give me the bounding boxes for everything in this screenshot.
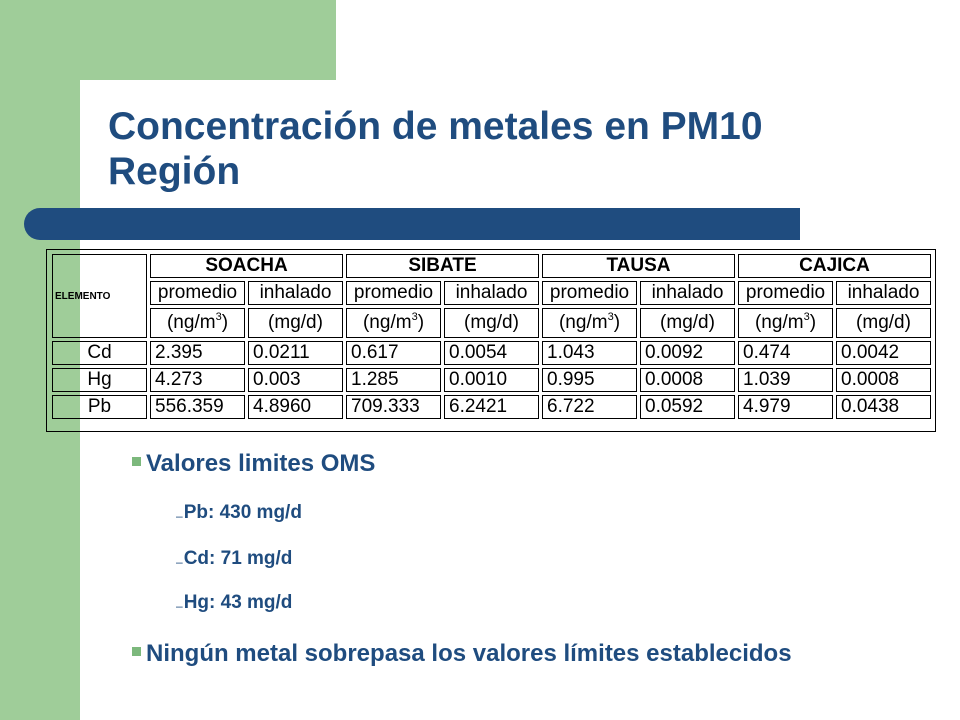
unit-suffix: ) bbox=[222, 312, 228, 333]
value-cell: 0.0010 bbox=[444, 368, 539, 392]
value-cell: 556.359 bbox=[150, 395, 245, 419]
dash-icon: – bbox=[176, 599, 183, 613]
unit-suffix: ) bbox=[614, 312, 620, 333]
measure-header-inhalado: inhalado bbox=[248, 281, 343, 305]
value-cell: 0.0042 bbox=[836, 341, 931, 365]
value-cell: 0.0054 bbox=[444, 341, 539, 365]
value-cell: 6.2421 bbox=[444, 395, 539, 419]
bullet-square-icon bbox=[132, 647, 141, 656]
table-row: Pb 556.359 4.8960 709.333 6.2421 6.722 0.0592 4… bbox=[52, 395, 931, 419]
value-cell: 0.0008 bbox=[640, 368, 735, 392]
metals-table: ELEMENTO SOACHA SIBATE TAUSA CAJICA promedio i… bbox=[49, 251, 934, 422]
unit-header-promedio: (ng/m3) bbox=[150, 308, 245, 338]
header-row-sites: ELEMENTO SOACHA SIBATE TAUSA CAJICA bbox=[52, 254, 931, 278]
value-cell: 0.003 bbox=[248, 368, 343, 392]
bullet-oms-text: Valores limites OMS bbox=[146, 450, 375, 477]
site-header: SOACHA bbox=[150, 254, 343, 278]
unit-header-promedio: (ng/m3) bbox=[542, 308, 637, 338]
title-underline-bar bbox=[24, 208, 800, 240]
unit-header-inhalado: (mg/d) bbox=[444, 308, 539, 338]
value-cell: 1.285 bbox=[346, 368, 441, 392]
header-row-measures: promedio inhalado promedio inhalado promedio… bbox=[52, 281, 931, 305]
header-row-units: (ng/m3) (mg/d) (ng/m3) (mg/d) (ng/m3) (mg/d)(… bbox=[52, 308, 931, 338]
value-cell: 6.722 bbox=[542, 395, 637, 419]
value-cell: 2.395 bbox=[150, 341, 245, 365]
slide-title: Concentración de metales en PM10 Región bbox=[108, 104, 763, 194]
unit-header-inhalado: (mg/d) bbox=[640, 308, 735, 338]
element-cell: Hg bbox=[52, 368, 147, 392]
sub-bullet-text: Hg: 43 mg/d bbox=[184, 592, 293, 613]
unit-header-promedio: (ng/m3) bbox=[738, 308, 833, 338]
element-cell: Pb bbox=[52, 395, 147, 419]
value-cell: 4.979 bbox=[738, 395, 833, 419]
unit-suffix: ) bbox=[418, 312, 424, 333]
measure-header-promedio: promedio bbox=[738, 281, 833, 305]
measure-header-inhalado: inhalado bbox=[640, 281, 735, 305]
bullet-square-icon bbox=[132, 457, 141, 466]
value-cell: 4.273 bbox=[150, 368, 245, 392]
bullet-conclusion: Ningún metal sobrepasa los valores límit… bbox=[132, 640, 852, 668]
value-cell: 0.0092 bbox=[640, 341, 735, 365]
top-decorative-band bbox=[80, 0, 336, 80]
sub-bullet-pb: –Pb: 430 mg/d bbox=[176, 502, 302, 524]
unit-prefix: (ng/m bbox=[167, 312, 216, 333]
value-cell: 1.043 bbox=[542, 341, 637, 365]
measure-header-inhalado: inhalado bbox=[444, 281, 539, 305]
unit-prefix: (ng/m bbox=[363, 312, 412, 333]
unit-prefix: (ng/m bbox=[559, 312, 608, 333]
unit-header-inhalado: (mg/d) bbox=[836, 308, 931, 338]
sub-bullet-cd: –Cd: 71 mg/d bbox=[176, 548, 292, 570]
element-cell: Cd bbox=[52, 341, 147, 365]
value-cell: 0.474 bbox=[738, 341, 833, 365]
site-header: TAUSA bbox=[542, 254, 735, 278]
value-cell: 0.995 bbox=[542, 368, 637, 392]
value-cell: 0.617 bbox=[346, 341, 441, 365]
value-cell: 4.8960 bbox=[248, 395, 343, 419]
table-row: Hg 4.273 0.003 1.285 0.0010 0.995 0.0008 1.039 0… bbox=[52, 368, 931, 392]
dash-icon: – bbox=[176, 555, 183, 569]
value-cell: 0.0008 bbox=[836, 368, 931, 392]
measure-header-promedio: promedio bbox=[542, 281, 637, 305]
site-header: CAJICA bbox=[738, 254, 931, 278]
site-header: SIBATE bbox=[346, 254, 539, 278]
slide-title-line-1: Concentración de metales en PM10 bbox=[108, 104, 763, 149]
unit-header-promedio: (ng/m3) bbox=[346, 308, 441, 338]
bullet-conclusion-text: Ningún metal sobrepasa los valores límit… bbox=[146, 640, 792, 667]
value-cell: 0.0592 bbox=[640, 395, 735, 419]
measure-header-promedio: promedio bbox=[150, 281, 245, 305]
measure-header-promedio: promedio bbox=[346, 281, 441, 305]
element-column-header: ELEMENTO bbox=[52, 254, 147, 338]
value-cell: 0.0438 bbox=[836, 395, 931, 419]
value-cell: 1.039 bbox=[738, 368, 833, 392]
bullet-oms: Valores limites OMS bbox=[132, 450, 375, 478]
measure-header-inhalado: inhalado bbox=[836, 281, 931, 305]
slide-title-line-2: Región bbox=[108, 149, 763, 194]
value-cell: 709.333 bbox=[346, 395, 441, 419]
table-row: Cd 2.395 0.0211 0.617 0.0054 1.043 0.0092 0.474… bbox=[52, 341, 931, 365]
unit-prefix: (ng/m bbox=[755, 312, 804, 333]
sub-bullet-text: Cd: 71 mg/d bbox=[184, 548, 293, 569]
unit-header-inhalado: (mg/d) bbox=[248, 308, 343, 338]
dash-icon: – bbox=[176, 509, 183, 523]
sub-bullet-hg: –Hg: 43 mg/d bbox=[176, 592, 292, 614]
value-cell: 0.0211 bbox=[248, 341, 343, 365]
unit-suffix: ) bbox=[810, 312, 816, 333]
sub-bullet-text: Pb: 430 mg/d bbox=[184, 502, 302, 523]
